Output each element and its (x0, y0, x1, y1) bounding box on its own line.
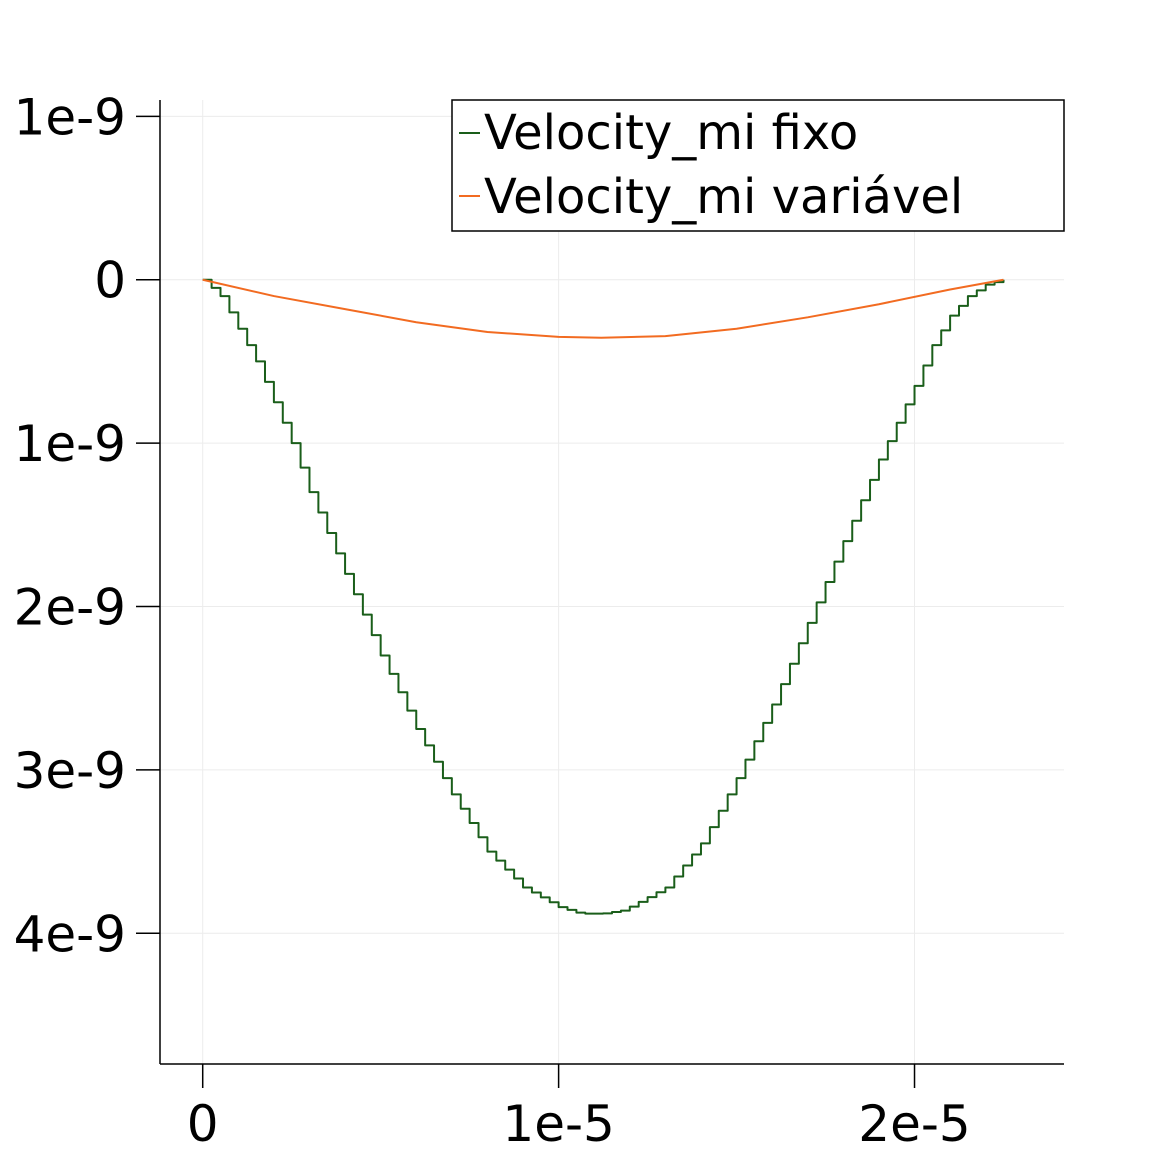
legend: Velocity_mi fixo Velocity_mi variável (451, 99, 1065, 232)
series-line-0 (202, 278, 1005, 915)
y-tick-label: 3e-9 (14, 742, 126, 800)
y-tick-label: 4e-9 (14, 905, 126, 963)
axes: 0 1e-5 2e-5 1e-9 0 1e-9 2e-9 3e-9 4e-9 (14, 88, 1064, 1153)
y-tick-label: 1e-9 (14, 415, 126, 473)
grid (160, 100, 1064, 1064)
x-tick-label: 1e-5 (502, 1095, 614, 1153)
y-tick-label: 1e-9 (14, 88, 126, 146)
x-tick-label: 0 (187, 1095, 219, 1153)
y-tick-label: 0 (94, 252, 126, 310)
series-group (202, 278, 1005, 915)
legend-label-velocity-mi-variavel: Velocity_mi variável (484, 169, 963, 225)
series-line-1 (202, 278, 1004, 339)
x-tick-label: 2e-5 (858, 1095, 970, 1153)
y-tick-label: 2e-9 (14, 579, 126, 637)
legend-label-velocity-mi-fixo: Velocity_mi fixo (484, 105, 858, 161)
legend-box (451, 99, 1065, 232)
